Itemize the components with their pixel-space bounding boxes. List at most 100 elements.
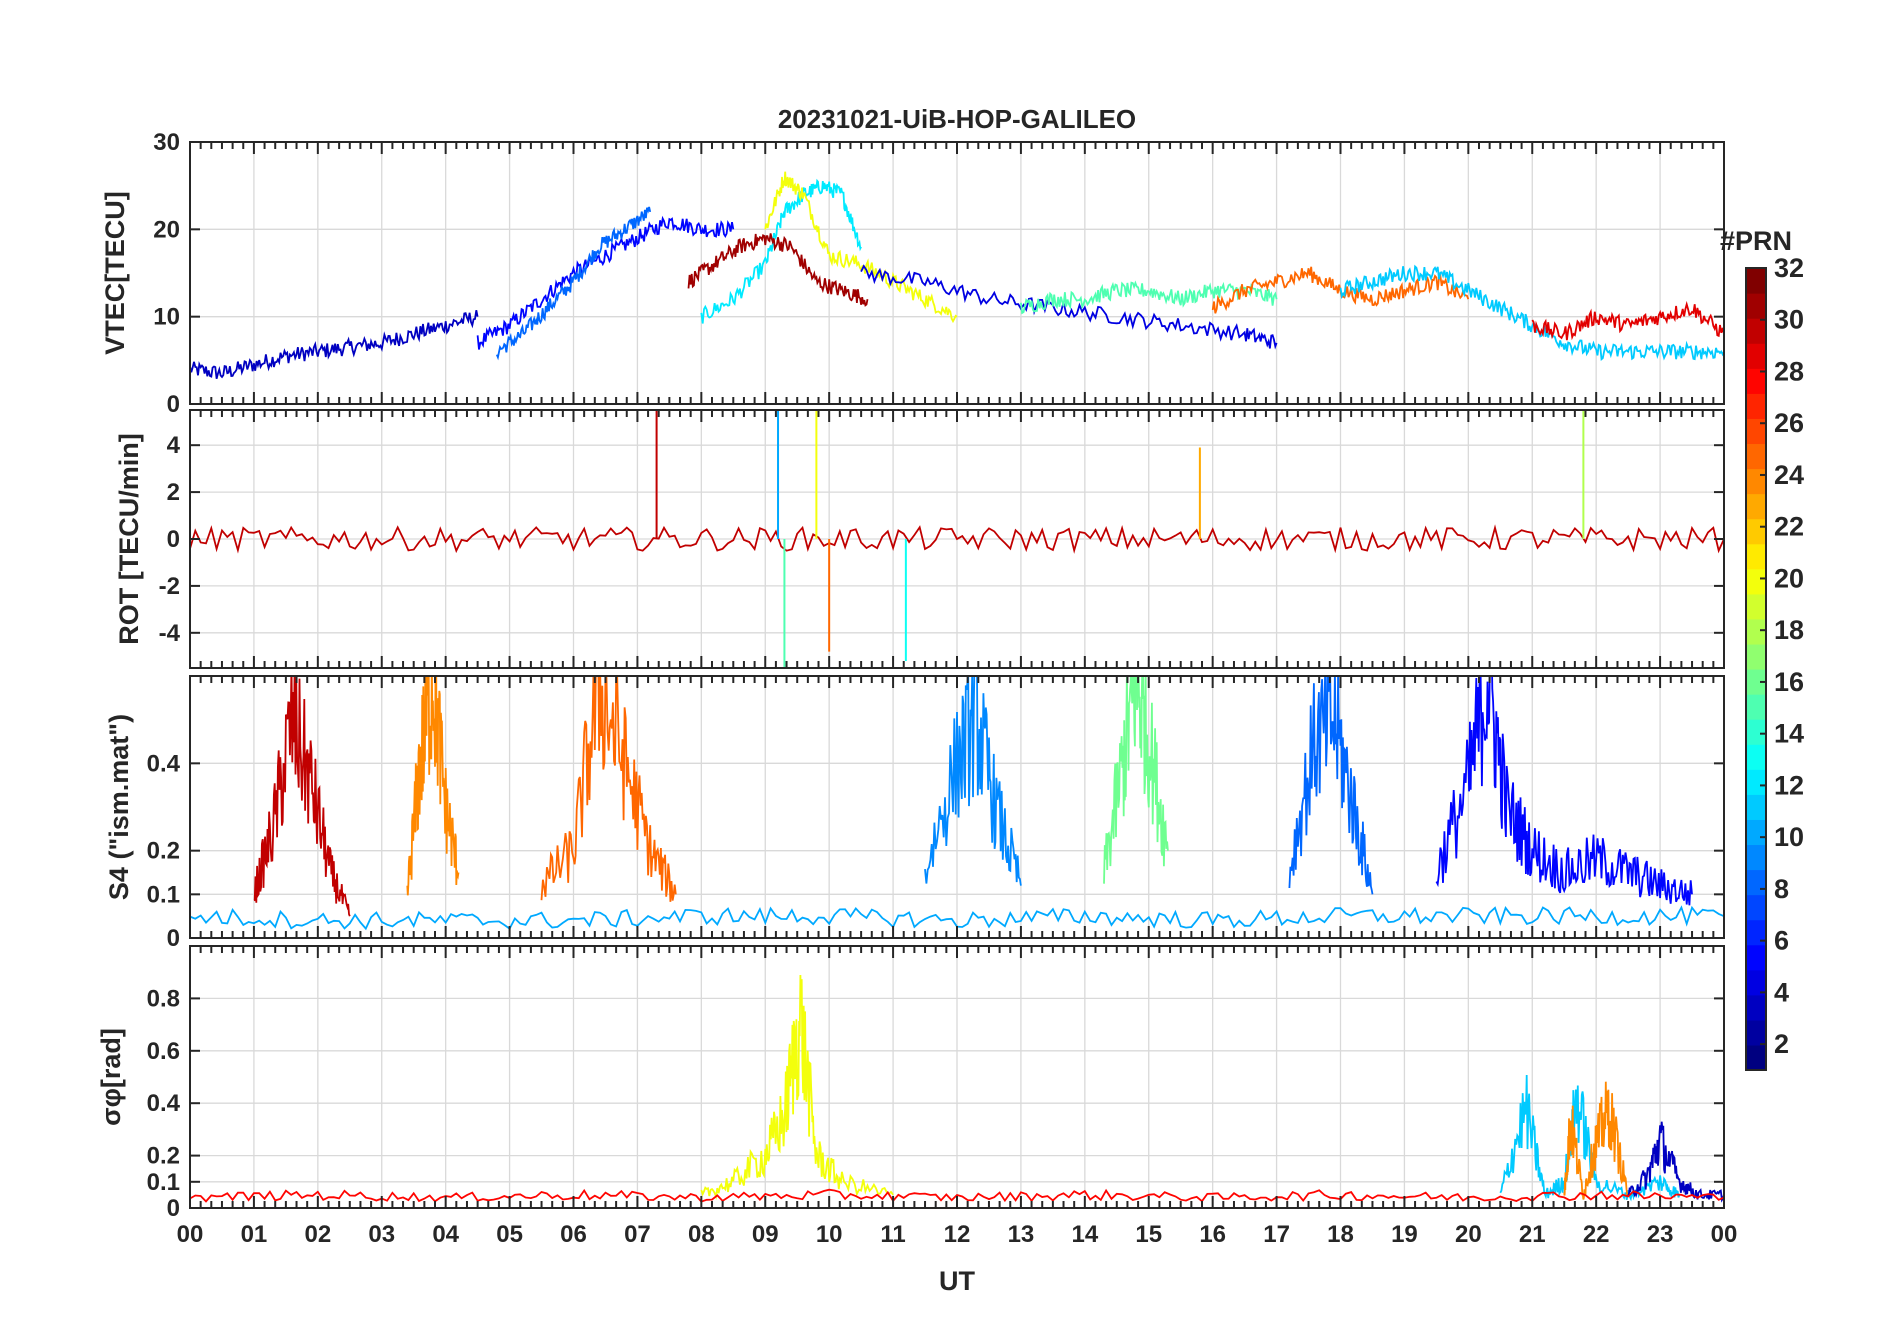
colorbar-tick-label: 16 [1774, 667, 1804, 697]
colorbar-tick-label: 12 [1774, 770, 1804, 800]
x-tick-label: 08 [688, 1221, 715, 1248]
colorbar-segment [1746, 794, 1766, 820]
series-line-prn-29 [1531, 300, 1724, 341]
colorbar-tick-label: 28 [1774, 356, 1804, 386]
colorbar-segment [1746, 518, 1766, 545]
colorbar-segment [1746, 493, 1766, 520]
y-axis-label-sigma_phi: σφ[rad] [96, 1028, 126, 1126]
series-line-prn-20 [700, 974, 894, 1200]
y-axis-label-vtec: VTEC[TECU] [100, 191, 130, 355]
x-tick-label: 16 [1199, 1221, 1226, 1248]
x-tick-label: 10 [816, 1221, 843, 1248]
x-tick-label: 00 [1711, 1221, 1738, 1248]
colorbar-segment [1746, 393, 1766, 419]
colorbar-segment [1746, 443, 1766, 470]
series-line-prn-5 [1435, 676, 1693, 906]
x-tick-label: 21 [1519, 1221, 1546, 1248]
colorbar-frame [1745, 267, 1767, 1071]
colorbar-tick-label: 18 [1774, 615, 1804, 645]
series-line-prn-31 [687, 233, 869, 307]
colorbar-tick-label: 24 [1774, 460, 1804, 490]
colorbar-segment [1746, 969, 1766, 996]
y-tick-label: 10 [153, 304, 180, 331]
x-tick-label: 01 [241, 1221, 268, 1248]
y-tick-label: 0.8 [147, 985, 180, 1012]
y-tick-label: 20 [153, 216, 180, 243]
y-axis-label-s4: S4 ("ism.mat") [104, 714, 134, 900]
series-line-prn-3 [1627, 1121, 1724, 1203]
colorbar-segment [1746, 919, 1766, 946]
x-tick-label: 05 [496, 1221, 523, 1248]
series-group [190, 171, 1724, 380]
colorbar-tick-label: 14 [1774, 719, 1804, 749]
colorbar-tick-label: 26 [1774, 408, 1804, 438]
y-tick-label: 0.2 [147, 1143, 180, 1170]
x-tick-label: 04 [432, 1221, 459, 1248]
series-line-prn-8 [1288, 676, 1374, 895]
series-line-prn-8 [495, 206, 652, 361]
y-tick-label: -2 [159, 573, 180, 600]
series-group [190, 410, 1724, 668]
colorbar-segment [1746, 568, 1766, 595]
panel-sigma_phi: 00.10.2 0.4 0.6 0.8 σφ[rad] 00 01 02 03 04 05 06 07 0… [96, 945, 1738, 1248]
x-axis-label: UT [939, 1266, 975, 1296]
chart-title: 20231021-UiB-HOP-GALILEO [778, 104, 1136, 134]
colorbar-segment [1746, 844, 1766, 871]
series-line-prn-20 [764, 171, 958, 324]
colorbar-segment [1746, 744, 1766, 770]
colorbar-segment [1746, 318, 1766, 344]
colorbar-segment [1746, 894, 1766, 921]
colorbar-segment [1746, 769, 1766, 795]
x-tick-label: 06 [560, 1221, 587, 1248]
series-line-prn-5 [476, 215, 735, 350]
colorbar-segment [1746, 543, 1766, 570]
series-line-prn-11 [1499, 1074, 1681, 1202]
colorbar-tick-label: 6 [1774, 926, 1789, 956]
colorbar-segment [1746, 343, 1766, 369]
colorbar-segment [1746, 293, 1766, 319]
colorbar-segment [1746, 1019, 1766, 1046]
x-tick-label: 14 [1071, 1221, 1098, 1248]
y-tick-label: 0.1 [147, 881, 180, 908]
series-line-prn-4 [860, 264, 1278, 350]
colorbar-segment [1746, 268, 1766, 294]
colorbar-segment [1746, 418, 1766, 445]
y-tick-label: 0 [167, 391, 180, 418]
x-tick-label: 15 [1135, 1221, 1162, 1248]
x-tick-label: 19 [1391, 1221, 1418, 1248]
y-tick-label: 0.4 [147, 750, 181, 777]
colorbar-segment [1746, 669, 1766, 695]
colorbar-segment [1746, 618, 1766, 645]
colorbar-tick-label: 8 [1774, 874, 1789, 904]
series-line-prn-16 [1103, 676, 1169, 884]
y-tick-label: 30 [153, 129, 180, 156]
colorbar-segment [1746, 869, 1766, 896]
x-tick-label: 22 [1583, 1221, 1610, 1248]
colorbar-tick-label: 10 [1774, 822, 1804, 852]
series-line-prn-25 [540, 676, 677, 902]
colorbar-segment [1746, 643, 1766, 670]
colorbar-segment [1746, 944, 1766, 971]
colorbar-tick-label: 32 [1774, 253, 1804, 283]
y-tick-label: 0.4 [147, 1090, 181, 1117]
y-tick-label: -4 [159, 620, 181, 647]
colorbar-segment [1746, 368, 1766, 394]
colorbar-tick-label: 2 [1774, 1029, 1789, 1059]
panel-vtec: 0 10 20 30 VTEC[TECU] [100, 129, 1725, 418]
series-line-prn-3 [190, 310, 479, 380]
colorbar-segment [1746, 819, 1766, 846]
series-line-prn-24 [1563, 1081, 1629, 1200]
x-tick-label: 07 [624, 1221, 651, 1248]
series-line-prn-12 [700, 178, 862, 324]
colorbar-segment [1746, 994, 1766, 1021]
colorbar-segment [1746, 694, 1766, 720]
x-tick-label: 13 [1008, 1221, 1035, 1248]
y-tick-label: 0.1 [147, 1169, 180, 1196]
x-tick-label: 11 [880, 1221, 905, 1248]
colorbar-segment [1746, 468, 1766, 495]
colorbar-tick-label: 22 [1774, 512, 1804, 542]
colorbar-tick-label: 4 [1774, 977, 1789, 1007]
series-line-prn-11 [1339, 264, 1724, 361]
series-line-prn-9 [924, 676, 1022, 886]
